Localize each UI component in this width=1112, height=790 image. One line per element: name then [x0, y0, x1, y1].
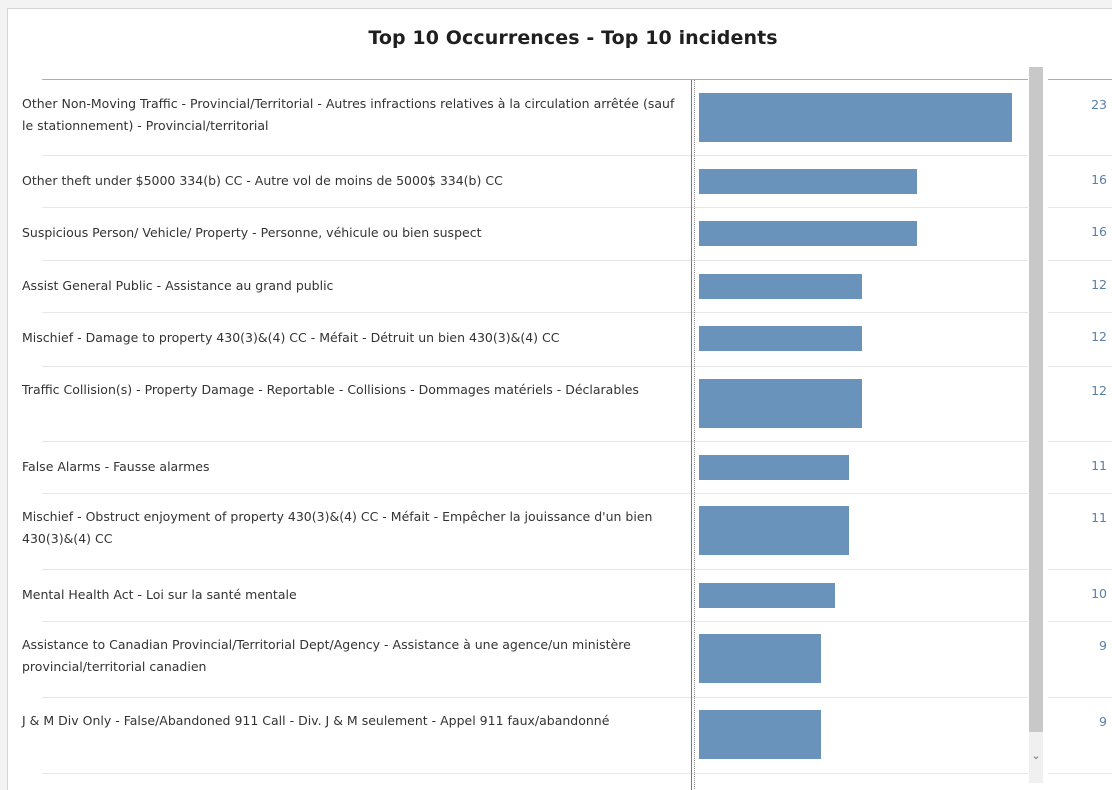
bar[interactable] [699, 326, 862, 351]
row-separator [42, 697, 1028, 698]
bar-value-label: 16 [1091, 224, 1107, 239]
bar-value-label: 23 [1091, 97, 1107, 112]
category-label: False Alarms - Fausse alarmes [22, 459, 210, 474]
bar[interactable] [699, 583, 835, 608]
row-separator-values [1048, 621, 1112, 622]
category-label: Mischief - Damage to property 430(3)&(4)… [22, 330, 560, 345]
row-separator [42, 773, 1028, 774]
chart-rows: Other Non-Moving Traffic - Provincial/Te… [8, 9, 1112, 790]
category-label: Other Non-Moving Traffic - Provincial/Te… [22, 96, 675, 133]
bar-value-label: 16 [1091, 172, 1107, 187]
scrollbar-thumb[interactable] [1029, 67, 1043, 732]
bar-value-label: 11 [1091, 458, 1107, 473]
category-axis-line [691, 80, 692, 790]
row-separator-values [1048, 569, 1112, 570]
category-label: Assistance to Canadian Provincial/Territ… [22, 637, 631, 674]
row-separator [42, 260, 1028, 261]
chart-title: Top 10 Occurrences - Top 10 incidents [368, 27, 778, 49]
row-separator [42, 569, 1028, 570]
bar[interactable] [699, 710, 821, 759]
row-separator [42, 366, 1028, 367]
header-divider-values [1048, 79, 1112, 80]
bar-value-label: 11 [1091, 510, 1107, 525]
row-separator-values [1048, 773, 1112, 774]
category-label: Mischief - Obstruct enjoyment of propert… [22, 509, 653, 546]
bar[interactable] [699, 221, 917, 246]
bar-value-label: 9 [1099, 714, 1107, 729]
row-separator-values [1048, 312, 1112, 313]
row-separator-values [1048, 441, 1112, 442]
bar[interactable] [699, 169, 917, 194]
bar-value-label: 10 [1091, 586, 1107, 601]
bar[interactable] [699, 274, 862, 299]
row-separator [42, 493, 1028, 494]
bar-value-label: 12 [1091, 329, 1107, 344]
category-label: Traffic Collision(s) - Property Damage -… [22, 382, 639, 397]
row-separator-values [1048, 155, 1112, 156]
row-separator-values [1048, 493, 1112, 494]
category-label: Suspicious Person/ Vehicle/ Property - P… [22, 225, 482, 240]
chart-panel: Top 10 Occurrences - Top 10 incidents Ot… [7, 8, 1112, 790]
category-label: Mental Health Act - Loi sur la santé men… [22, 587, 297, 602]
zero-reference-line [694, 80, 695, 790]
bar[interactable] [699, 506, 849, 555]
header-divider [42, 79, 1028, 80]
row-separator [42, 207, 1028, 208]
row-separator [42, 441, 1028, 442]
category-label: Other theft under $5000 334(b) CC - Autr… [22, 173, 503, 188]
bar[interactable] [699, 634, 821, 683]
row-separator [42, 312, 1028, 313]
category-label: J & M Div Only - False/Abandoned 911 Cal… [22, 713, 610, 728]
bar-value-label: 9 [1099, 638, 1107, 653]
row-separator-values [1048, 260, 1112, 261]
row-separator [42, 155, 1028, 156]
bar[interactable] [699, 93, 1012, 142]
bar-value-label: 12 [1091, 383, 1107, 398]
bar[interactable] [699, 455, 849, 480]
row-separator [42, 621, 1028, 622]
category-label: Assist General Public - Assistance au gr… [22, 278, 334, 293]
bar[interactable] [699, 379, 862, 428]
row-separator-values [1048, 366, 1112, 367]
scroll-down-icon[interactable]: ⌄ [1031, 749, 1041, 762]
bar-value-label: 12 [1091, 277, 1107, 292]
row-separator-values [1048, 697, 1112, 698]
row-separator-values [1048, 207, 1112, 208]
